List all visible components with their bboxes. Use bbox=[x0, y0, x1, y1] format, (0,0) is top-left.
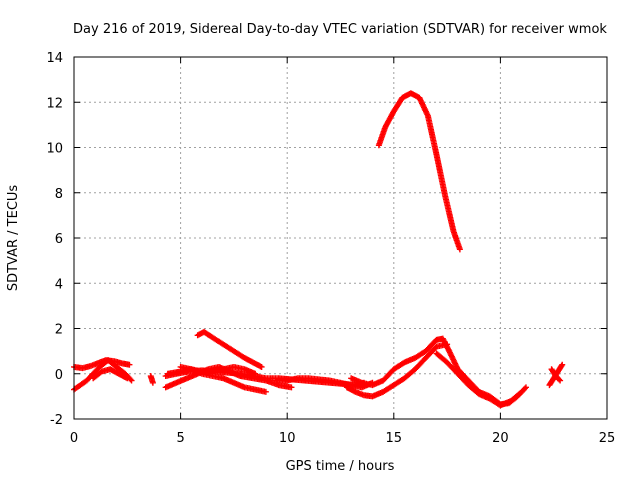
y-axis-label: SDTVAR / TECUs bbox=[6, 185, 21, 292]
y-tick-label: 8 bbox=[55, 187, 63, 202]
data-point bbox=[252, 370, 259, 377]
x-tick-label: 25 bbox=[599, 431, 616, 446]
y-tick-label: 14 bbox=[46, 51, 63, 66]
y-tick-label: 10 bbox=[46, 142, 63, 157]
data-point bbox=[558, 362, 565, 369]
data-point bbox=[127, 376, 134, 383]
data-point bbox=[517, 389, 524, 396]
grid-lines bbox=[74, 57, 607, 419]
data-point bbox=[456, 246, 463, 253]
chart-title: Day 216 of 2019, Sidereal Day-to-day VTE… bbox=[73, 22, 607, 37]
y-tick-label: 12 bbox=[46, 96, 63, 111]
data-point bbox=[149, 379, 156, 386]
data-point bbox=[262, 388, 269, 395]
data-point bbox=[288, 384, 295, 391]
y-tick-label: -2 bbox=[50, 413, 63, 428]
y-tick-label: 4 bbox=[55, 277, 63, 292]
x-tick-label: 5 bbox=[176, 431, 184, 446]
plot-frame bbox=[73, 56, 608, 420]
x-tick-label: 0 bbox=[70, 431, 78, 446]
data-points bbox=[71, 90, 566, 409]
data-point bbox=[126, 361, 133, 368]
data-point bbox=[521, 385, 528, 392]
data-point bbox=[518, 388, 525, 395]
x-tick-label: 20 bbox=[492, 431, 509, 446]
x-axis-label: GPS time / hours bbox=[286, 459, 395, 474]
x-tick-label: 10 bbox=[279, 431, 296, 446]
data-point bbox=[258, 363, 265, 370]
y-tick-label: 0 bbox=[55, 368, 63, 383]
x-tick-label: 15 bbox=[386, 431, 403, 446]
data-point bbox=[559, 361, 566, 368]
data-point bbox=[128, 377, 135, 384]
y-tick-label: 6 bbox=[55, 232, 63, 247]
data-point bbox=[557, 377, 564, 384]
y-tick-label: 2 bbox=[55, 323, 63, 338]
data-point bbox=[556, 376, 563, 383]
data-point bbox=[124, 375, 131, 382]
data-point bbox=[522, 384, 529, 391]
